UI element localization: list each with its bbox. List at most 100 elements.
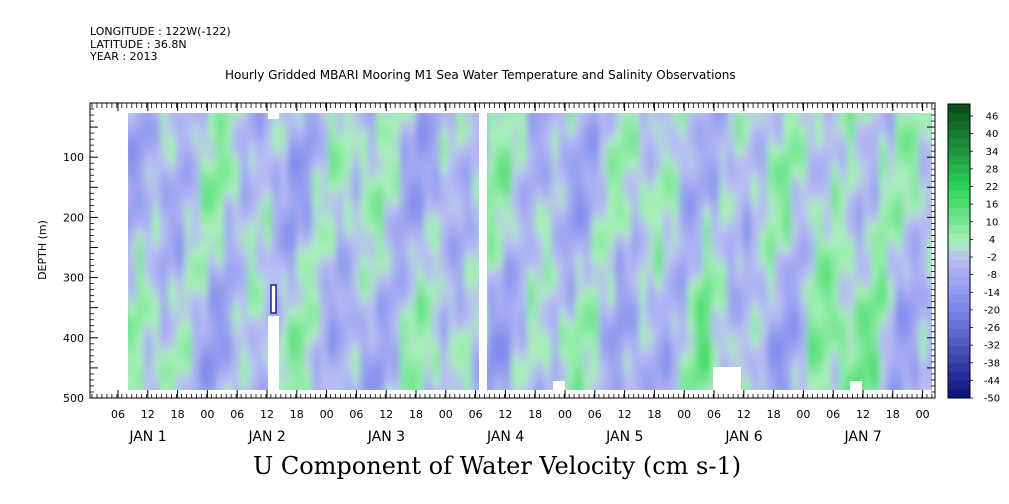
field-cell [487, 308, 496, 316]
field-cell [232, 322, 241, 330]
field-cell [312, 238, 321, 246]
field-cell [695, 273, 704, 281]
field-cell [264, 273, 273, 281]
field-cell [543, 133, 552, 141]
field-cell [487, 287, 488, 295]
field-cell [639, 119, 648, 127]
field-cell [495, 329, 504, 337]
field-cell [535, 196, 544, 204]
field-cell [559, 371, 568, 379]
field-cell [559, 301, 568, 309]
field-cell [799, 189, 808, 197]
field-cell [344, 322, 353, 330]
field-cell [408, 280, 417, 288]
field-cell [464, 301, 473, 309]
field-cell [567, 287, 576, 295]
field-cell [184, 126, 193, 134]
field-cell [591, 252, 600, 260]
field-cell [392, 266, 401, 274]
field-cell [487, 189, 496, 197]
field-cell [344, 133, 353, 141]
field-cell [695, 350, 704, 358]
field-cell [352, 252, 361, 260]
field-cell [623, 217, 632, 225]
field-cell [887, 182, 896, 190]
field-cell [368, 294, 377, 302]
field-cell [799, 126, 808, 134]
field-cell [400, 238, 409, 246]
field-cell [815, 133, 824, 141]
field-cell [807, 371, 816, 379]
field-cell [879, 378, 888, 386]
x-hour-tick-label: 06 [349, 408, 363, 421]
field-cell [184, 238, 193, 246]
field-cell [903, 126, 912, 134]
field-cell [535, 154, 544, 162]
field-cell [695, 371, 704, 379]
field-cell [224, 392, 233, 400]
field-cell [847, 301, 856, 309]
field-cell [208, 119, 217, 127]
field-cell [176, 364, 185, 372]
field-cell [823, 182, 832, 190]
field-cell [679, 224, 688, 232]
field-cell [511, 364, 520, 372]
field-cell [328, 385, 337, 390]
field-cell [535, 113, 544, 120]
field-cell [863, 259, 872, 267]
field-cell [232, 154, 241, 162]
field-cell [615, 126, 624, 134]
field-cell [567, 357, 576, 365]
field-cell [464, 336, 473, 344]
field-cell [839, 357, 848, 365]
field-cell [208, 210, 217, 218]
field-cell [128, 147, 129, 155]
field-cell [879, 231, 888, 239]
field-cell [168, 210, 177, 218]
field-cell [192, 203, 201, 211]
field-cell [519, 168, 528, 176]
field-cell [863, 119, 872, 127]
field-cell [639, 378, 648, 386]
field-cell [256, 231, 265, 239]
field-cell [144, 168, 153, 176]
field-cell [272, 175, 281, 183]
field-cell [408, 336, 417, 344]
field-cell [296, 301, 305, 309]
field-cell [408, 385, 417, 390]
field-cell [895, 322, 904, 330]
field-cell [655, 168, 664, 176]
field-cell [344, 280, 353, 288]
field-cell [895, 266, 904, 274]
field-cell [503, 126, 512, 134]
field-cell [384, 175, 393, 183]
field-cell [176, 280, 185, 288]
field-cell [639, 231, 648, 239]
field-cell [831, 113, 840, 120]
field-cell [879, 217, 888, 225]
field-cell [759, 322, 768, 330]
field-cell [831, 133, 840, 141]
plot-frame [89, 102, 936, 399]
field-cell [312, 119, 321, 127]
field-cell [472, 175, 479, 183]
field-cell [615, 315, 624, 323]
field-cell [224, 154, 233, 162]
field-cell [280, 161, 289, 169]
field-cell [360, 301, 369, 309]
field-cell [847, 364, 856, 372]
field-cell [815, 175, 824, 183]
field-cell [352, 378, 361, 386]
field-cell [887, 105, 896, 113]
field-cell [831, 182, 840, 190]
field-cell [871, 154, 880, 162]
field-cell [384, 343, 393, 351]
field-cell [264, 154, 273, 162]
field-cell [599, 315, 608, 323]
field-cell [160, 266, 169, 274]
field-cell [400, 252, 409, 260]
field-cell [711, 238, 720, 246]
field-cell [535, 385, 544, 390]
field-cell [679, 273, 688, 281]
field-cell [232, 203, 241, 211]
